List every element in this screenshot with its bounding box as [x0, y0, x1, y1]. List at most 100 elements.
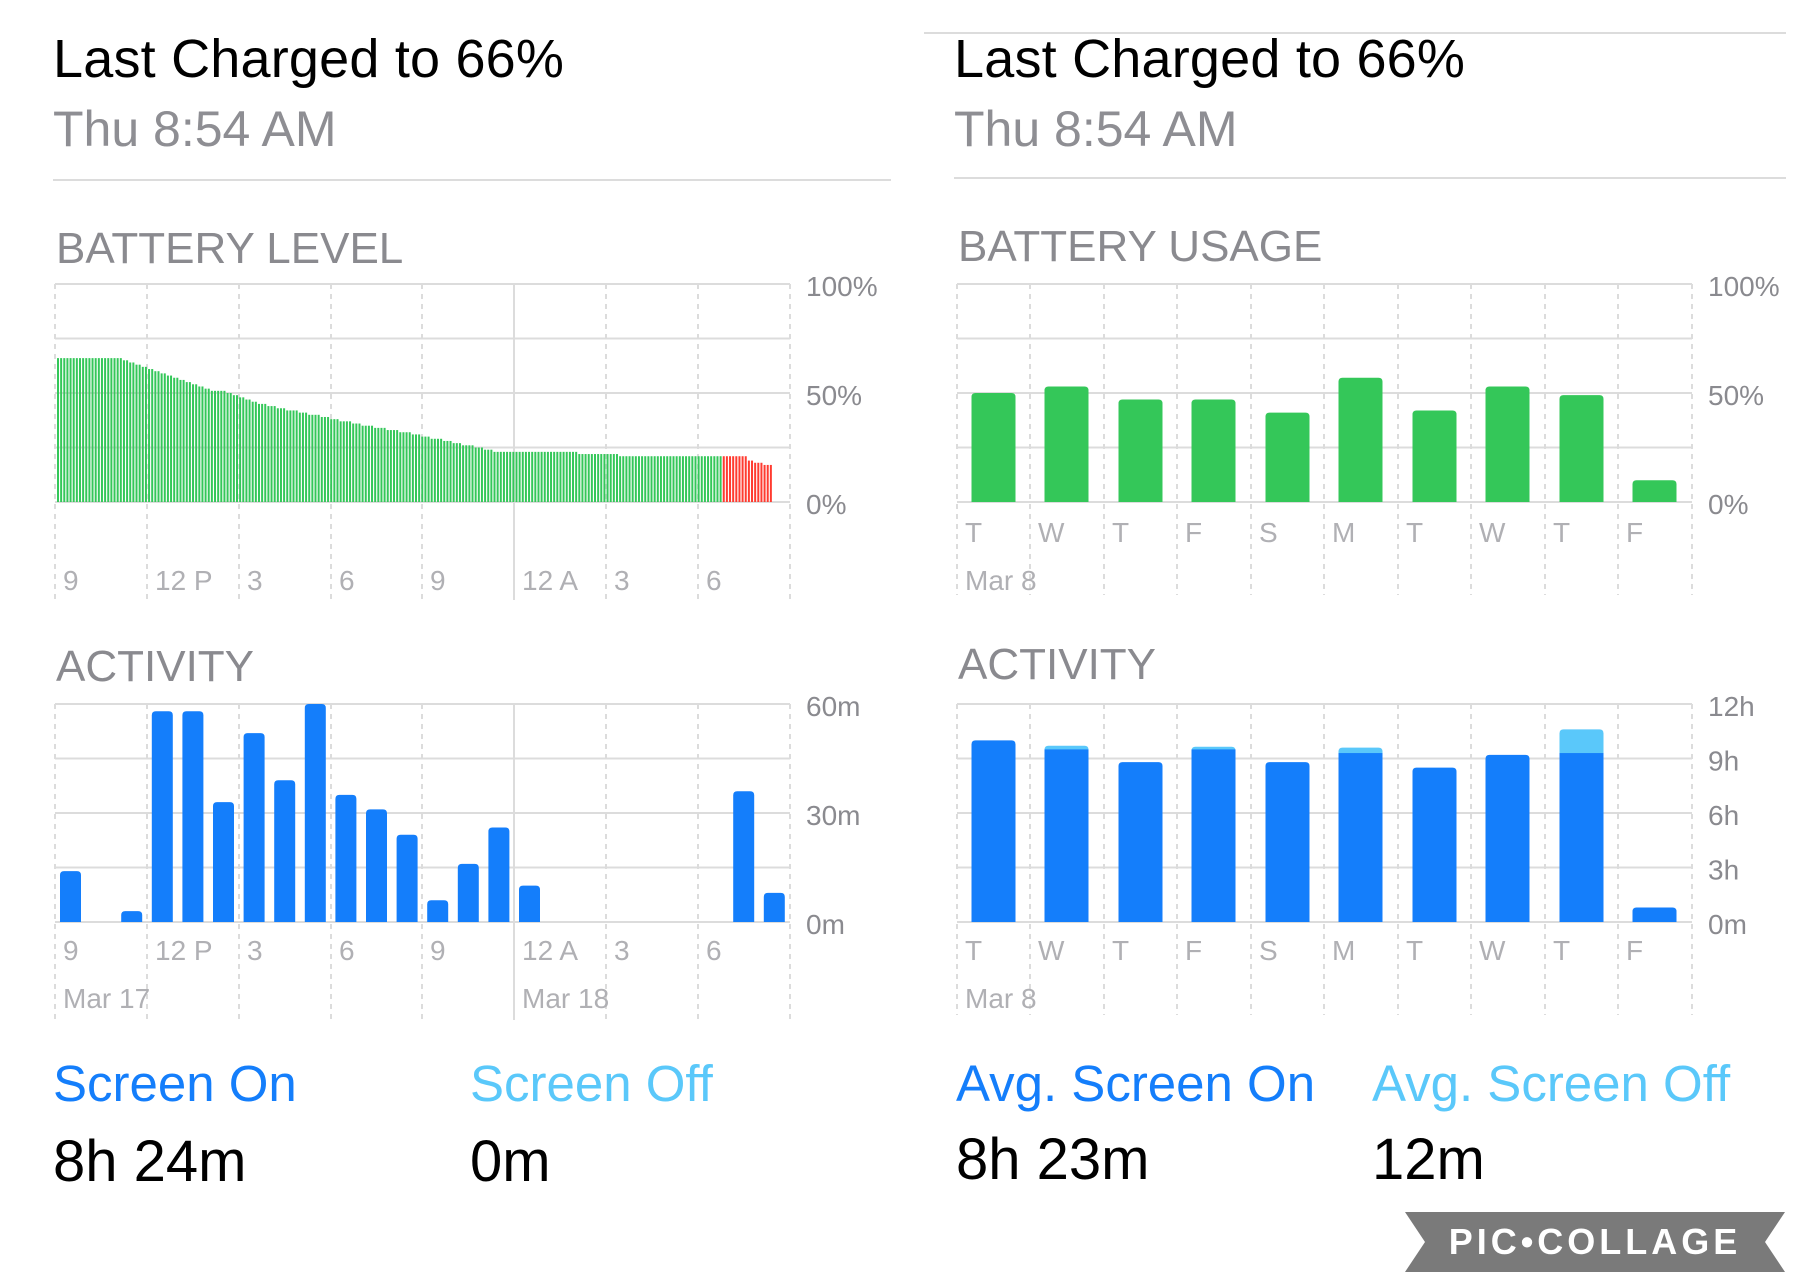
battery-level-bar: [697, 456, 700, 502]
avg-screen-on-bar: [971, 740, 1016, 922]
battery-level-bar: [418, 434, 421, 502]
battery-level-bar: [506, 451, 509, 502]
battery-level-bar: [163, 373, 166, 502]
battery-level-bar: [528, 451, 531, 502]
battery-level-bar: [509, 451, 512, 502]
battery-level-bar: [220, 390, 223, 502]
battery-level-bar: [678, 456, 681, 502]
x-tick-label: T: [965, 935, 982, 966]
battery-level-bar: [257, 403, 260, 502]
battery-level-bar: [100, 358, 103, 502]
avg-screen-on-bar: [1338, 753, 1383, 922]
x-tick-label: T: [1112, 517, 1129, 548]
battery-level-bar: [301, 412, 304, 502]
activity-chart: 12h 9h 6h 3h 0m T W T F S M T W T F Mar 8: [956, 691, 1755, 1015]
battery-level-bar: [248, 399, 251, 502]
avg-screen-on-value: 8h 23m: [956, 1127, 1150, 1192]
activity-bar: [733, 791, 755, 922]
battery-level-bar: [126, 360, 129, 502]
x-tick-label: 6: [706, 935, 722, 966]
activity-bar: [366, 809, 387, 922]
battery-level-bar: [703, 456, 706, 502]
x-tick-label: 9: [430, 935, 446, 966]
activity-bar: [274, 780, 296, 922]
battery-usage-bar: [1118, 399, 1163, 502]
battery-level-bar: [729, 456, 732, 502]
battery-level-bar: [333, 419, 336, 502]
avg-screen-off-value: 12m: [1372, 1127, 1485, 1192]
battery-level-bar: [217, 390, 220, 502]
battery-level-bar: [308, 414, 311, 502]
battery-level-bar: [685, 456, 688, 502]
x-tick-label: 12 A: [522, 935, 578, 966]
battery-level-bar: [625, 456, 628, 502]
activity-bar: [396, 834, 418, 922]
battery-level-bar: [78, 358, 81, 502]
battery-level-bar: [656, 456, 659, 502]
battery-level-bar: [477, 447, 480, 502]
battery-level-bar: [314, 414, 317, 502]
battery-level-bar: [587, 454, 590, 502]
battery-level-bar: [707, 456, 710, 502]
avg-screen-on-bar: [1632, 907, 1677, 922]
battery-level-bar: [430, 438, 433, 502]
date-label: Mar 8: [965, 565, 1037, 596]
x-tick-label: 6: [339, 565, 355, 596]
battery-level-bar: [311, 414, 314, 502]
battery-level-bar: [330, 419, 333, 502]
battery-level-bar: [502, 451, 505, 502]
battery-level-bar: [144, 366, 147, 502]
battery-level-bar: [207, 388, 210, 502]
battery-level-bar: [82, 358, 85, 502]
battery-level-bar: [396, 430, 399, 502]
battery-level-bar: [594, 454, 596, 502]
x-tick-label: T: [1112, 935, 1129, 966]
battery-level-bar: [339, 421, 342, 502]
battery-usage-label: BATTERY USAGE: [958, 222, 1323, 271]
y-tick-label: 3h: [1708, 855, 1739, 886]
battery-level-bar: [713, 456, 716, 502]
y-tick-label: 6h: [1708, 800, 1739, 831]
date-label: Mar 18: [522, 983, 609, 1014]
activity-bar: [488, 827, 510, 922]
x-tick-label: T: [1553, 517, 1570, 548]
battery-level-bar: [261, 403, 264, 502]
battery-level-bar: [138, 364, 141, 502]
battery-level-bar: [452, 443, 455, 502]
last-charged-time: Thu 8:54 AM: [954, 101, 1238, 157]
activity-bar: [457, 863, 479, 922]
battery-level-bar: [242, 397, 245, 502]
battery-level-bar: [641, 456, 644, 502]
battery-usage-chart: 100% 50% 0% T W T F S M T W T F Mar 8: [956, 271, 1780, 596]
battery-level-bar: [104, 358, 107, 502]
battery-level-bar: [732, 456, 735, 502]
battery-level-bar: [273, 406, 276, 502]
battery-level-bar: [327, 416, 330, 502]
battery-level-bar: [399, 432, 402, 502]
battery-level-bar: [94, 358, 97, 502]
battery-level-bar: [69, 358, 72, 502]
avg-screen-on-bar: [1559, 753, 1604, 922]
battery-level-bar: [546, 451, 549, 502]
battery-level-bar: [556, 451, 559, 502]
y-tick-label: 50%: [806, 380, 862, 411]
battery-usage-bar: [1632, 480, 1677, 502]
battery-usage-bar: [1265, 412, 1310, 502]
battery-level-bar: [349, 421, 352, 502]
battery-level-bar: [465, 445, 468, 502]
battery-level-bar: [374, 427, 377, 502]
y-tick-label: 12h: [1708, 691, 1755, 722]
battery-level-bar: [154, 371, 157, 502]
battery-usage-bar: [1338, 377, 1383, 502]
battery-level-bar: [122, 360, 125, 502]
battery-level-bar: [176, 377, 179, 502]
battery-level-bar: [637, 456, 640, 502]
battery-level-chart: 100% 50% 0% 9 12 P 3 6 9 12 A 3 6: [54, 271, 878, 600]
battery-level-bar: [675, 456, 678, 502]
battery-level-bar: [590, 454, 593, 502]
avg-screen-on-bar: [1044, 749, 1089, 922]
battery-level-bar: [402, 432, 405, 502]
battery-usage-bar: [1559, 395, 1604, 502]
battery-level-bar: [757, 462, 760, 502]
battery-level-bar: [361, 425, 364, 502]
